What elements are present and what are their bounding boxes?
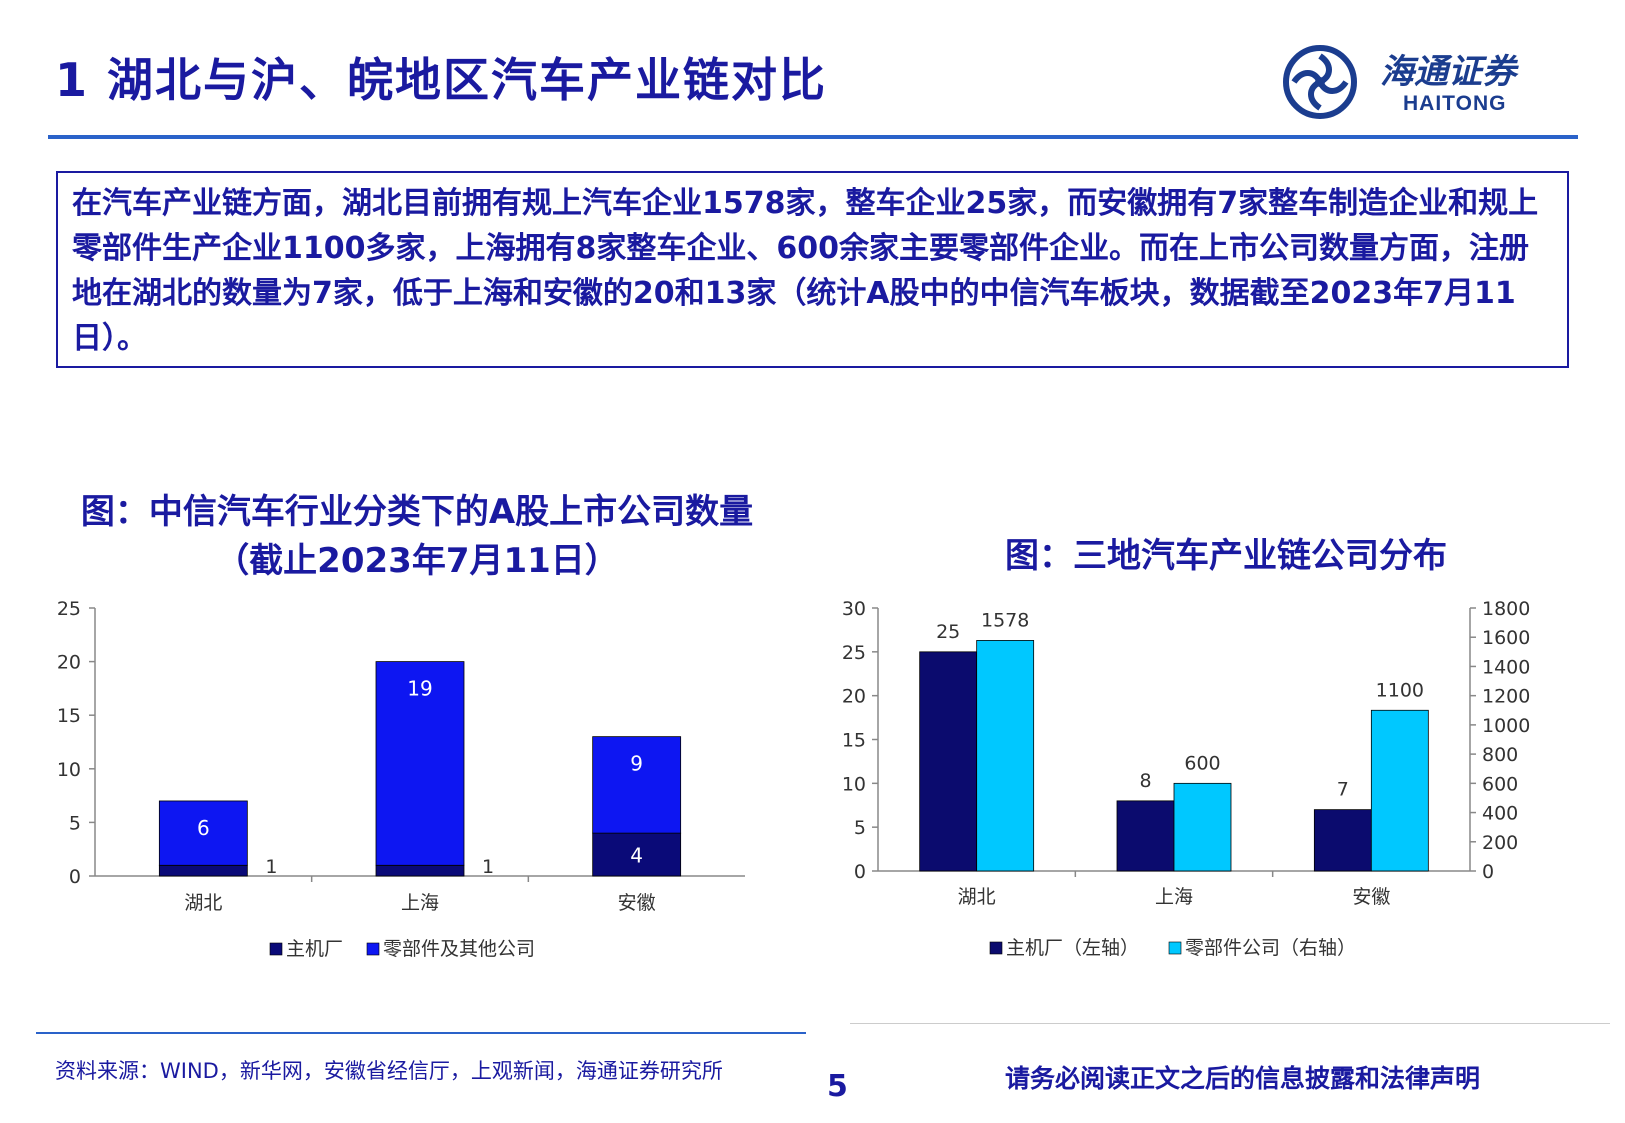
y-right-tick-label: 1400 <box>1482 656 1530 678</box>
legend-swatch <box>269 942 283 956</box>
bar-parts-other <box>158 800 248 866</box>
legend-swatch <box>366 942 380 956</box>
summary-box: 在汽车产业链方面，湖北目前拥有规上汽车企业1578家，整车企业25家，而安徽拥有… <box>56 171 1569 368</box>
y-tick-label: 25 <box>57 600 81 620</box>
y-left-tick-label: 10 <box>842 773 866 795</box>
legend-label: 零部件公司（右轴） <box>1185 937 1356 959</box>
bar-main-oem <box>592 832 682 877</box>
y-tick-label: 20 <box>57 652 81 674</box>
y-tick-label: 10 <box>57 759 81 781</box>
data-label-parts: 1100 <box>1376 679 1424 701</box>
data-label-main-oem: 1 <box>482 856 494 878</box>
bar-main-oem-left-axis <box>1116 800 1175 872</box>
legend-swatch <box>1168 941 1182 955</box>
footer-divider-right <box>850 1023 1610 1024</box>
y-tick-label: 5 <box>69 812 81 834</box>
y-left-tick-label: 15 <box>842 730 866 752</box>
bar-main-oem-left-axis <box>919 651 978 872</box>
logo-text-cn: 海通证券 <box>1380 52 1516 92</box>
bar-parts-right-axis <box>1370 709 1429 872</box>
data-label-parts-other: 19 <box>407 677 432 701</box>
legend-label: 主机厂 <box>286 938 343 960</box>
x-tick-label: 安徽 <box>618 892 656 914</box>
y-tick-label: 15 <box>57 705 81 727</box>
y-right-tick-label: 1000 <box>1482 715 1530 737</box>
data-label-main-oem: 7 <box>1337 779 1349 801</box>
disclaimer: 请务必阅读正文之后的信息披露和法律声明 <box>1005 1064 1481 1093</box>
bar-parts-right-axis <box>976 640 1035 872</box>
right-chart: 0 5 10 15 20 25 30 0 200 400 600 800 1000 1200 1400 160… <box>842 600 1531 959</box>
y-right-tick-label: 600 <box>1482 773 1518 795</box>
x-tick-label: 安徽 <box>1352 886 1390 908</box>
data-label-main-oem: 8 <box>1139 770 1151 792</box>
y-left-tick-label: 5 <box>854 817 866 839</box>
y-left-tick-label: 25 <box>842 642 866 664</box>
y-right-tick-label: 1800 <box>1482 600 1530 620</box>
legend-swatch <box>989 941 1003 955</box>
footer-divider <box>36 1032 806 1034</box>
left-chart-title: 图：中信汽车行业分类下的A股上市公司数量 （截止2023年7月11日） <box>42 484 792 582</box>
y-left-tick-label: 30 <box>842 600 866 620</box>
y-left-tick-label: 0 <box>854 861 866 883</box>
y-tick-label: 0 <box>69 866 81 888</box>
logo-text-en: HAITONG <box>1403 92 1507 115</box>
y-right-tick-label: 200 <box>1482 832 1518 854</box>
bar-parts-other <box>592 736 682 834</box>
source-note: 资料来源：WIND，新华网，安徽省经信厅，上观新闻，海通证券研究所 <box>55 1059 723 1083</box>
x-tick-label: 湖北 <box>958 886 996 908</box>
haitong-swirl-logo-icon <box>1283 45 1357 119</box>
page-title: 1 湖北与沪、皖地区汽车产业链对比 <box>55 53 828 107</box>
y-right-tick-label: 800 <box>1482 744 1518 766</box>
data-label-parts: 1578 <box>981 609 1029 631</box>
header-divider <box>48 135 1578 139</box>
company-logo: 海通证券 HAITONG <box>1280 42 1580 122</box>
legend-label: 主机厂（左轴） <box>1006 937 1139 959</box>
bar-parts-right-axis <box>1173 782 1232 872</box>
y-right-tick-label: 400 <box>1482 803 1518 825</box>
x-tick-label: 上海 <box>401 892 439 914</box>
data-label-main-oem: 4 <box>630 844 643 868</box>
y-right-tick-label: 0 <box>1482 861 1494 883</box>
right-chart-title: 图：三地汽车产业链公司分布 <box>1005 536 1447 576</box>
bar-parts-other <box>375 661 465 866</box>
data-label-parts-other: 6 <box>197 816 210 840</box>
x-tick-label: 上海 <box>1155 886 1193 908</box>
data-label-parts-other: 9 <box>630 752 643 776</box>
y-right-tick-label: 1600 <box>1482 627 1530 649</box>
data-label-main-oem: 25 <box>936 621 960 643</box>
page-number: 5 <box>827 1069 848 1104</box>
y-right-tick-label: 1200 <box>1482 686 1530 708</box>
left-chart-title-line2: （截止2023年7月11日） <box>215 541 619 581</box>
y-left-tick-label: 20 <box>842 686 866 708</box>
bar-main-oem-left-axis <box>1313 809 1372 872</box>
left-chart-title-line1: 图：中信汽车行业分类下的A股上市公司数量 <box>80 492 754 532</box>
data-label-main-oem: 1 <box>265 856 277 878</box>
bar-main-oem <box>375 864 465 877</box>
data-label-parts: 600 <box>1184 752 1220 774</box>
bar-main-oem <box>158 864 248 877</box>
x-tick-label: 湖北 <box>184 892 222 914</box>
legend-label: 零部件及其他公司 <box>383 938 535 960</box>
